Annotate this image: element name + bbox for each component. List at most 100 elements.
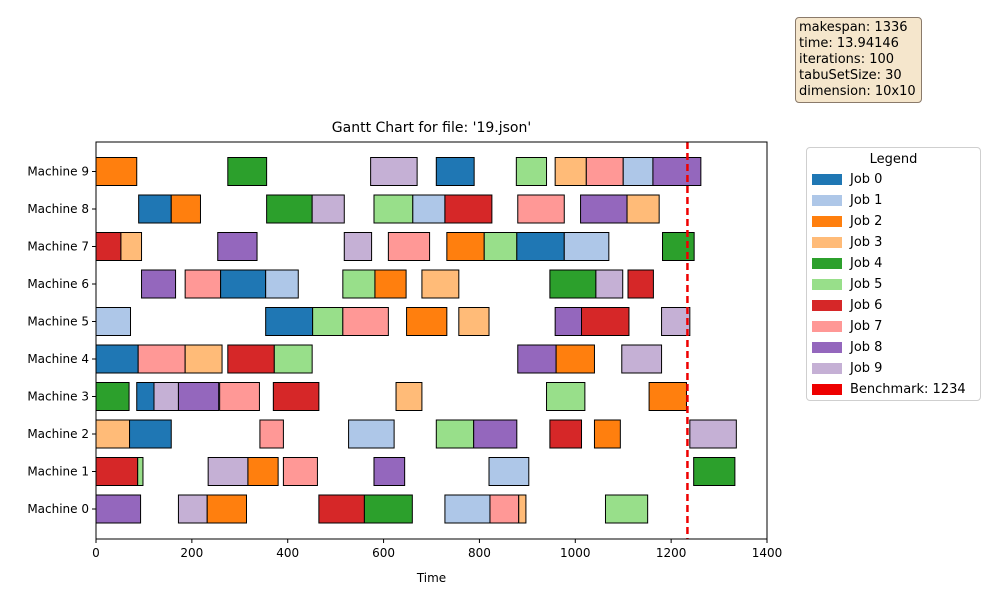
run-info-box: makespan: 1336 time: 13.94146 iterations…	[795, 17, 922, 103]
task-bar-machine-9-job-3	[554, 157, 587, 186]
task-bar-machine-3-job-8	[177, 382, 220, 411]
task-bar-machine-2-job-8	[473, 419, 518, 449]
task-bar-machine-3-job-9	[153, 382, 179, 411]
task-bar-machine-2-job-6	[549, 419, 583, 449]
task-bar-machine-8-job-5	[373, 194, 414, 224]
x-axis: 0 200 400 600 800 1000 1200 1400	[92, 539, 782, 560]
task-bar-machine-5-job-1	[95, 307, 132, 336]
legend-label-10: Benchmark: 1234	[850, 382, 966, 397]
legend-label-9: Job 9	[850, 361, 883, 376]
legend-item-2: Job 2	[807, 211, 980, 232]
legend-label-8: Job 8	[850, 340, 883, 355]
task-bar-machine-3-job-0	[136, 382, 155, 411]
task-bar-machine-6-job-6	[627, 269, 654, 299]
task-bar-machine-0-job-2	[206, 494, 247, 524]
task-bar-machine-7-job-4	[662, 232, 695, 261]
x-tick-label-200: 200	[180, 546, 203, 560]
y-tick-label-6: Machine 6	[27, 277, 89, 291]
task-bar-machine-6-job-2	[374, 269, 407, 299]
task-bar-machine-3-job-4	[95, 382, 130, 411]
task-bar-machine-9-job-1	[622, 157, 654, 186]
task-bar-machine-3-job-2	[648, 382, 687, 411]
iterations-text: iterations: 100	[799, 52, 895, 67]
task-bar-machine-0-job-5	[604, 494, 649, 524]
task-bar-machine-7-job-0	[516, 232, 565, 261]
task-bar-machine-4-job-5	[273, 344, 313, 374]
task-bar-machine-5-job-5	[312, 307, 344, 336]
legend-item-8: Job 8	[807, 337, 980, 358]
task-bar-machine-8-job-9	[311, 194, 345, 224]
x-tick-label-400: 400	[276, 546, 299, 560]
task-bar-machine-5-job-0	[265, 307, 314, 336]
task-bar-machine-7-job-8	[217, 232, 258, 261]
task-bar-machine-6-job-8	[141, 269, 177, 299]
task-bar-machine-5-job-9	[661, 307, 691, 336]
task-bar-machine-3-job-5	[546, 382, 586, 411]
task-bar-machine-5-job-3	[458, 307, 490, 336]
task-bar-machine-6-job-7	[184, 269, 222, 299]
task-bar-machine-8-job-3	[626, 194, 660, 224]
task-bar-machine-4-job-3	[184, 344, 223, 374]
task-bar-machine-1-job-6	[95, 457, 139, 486]
task-bar-machine-5-job-8	[554, 307, 583, 336]
task-bar-machine-9-job-8	[652, 157, 702, 186]
legend-label-6: Job 6	[850, 298, 883, 313]
legend-swatch-4	[812, 258, 842, 269]
x-axis-label: Time	[416, 571, 446, 585]
task-bar-machine-2-job-3	[95, 419, 131, 449]
legend-item-4: Job 4	[807, 253, 980, 274]
task-bar-machine-6-job-9	[595, 269, 624, 299]
legend-item-1: Job 1	[807, 190, 980, 211]
legend-item-0: Job 0	[807, 169, 980, 190]
task-bar-machine-1-job-5	[137, 457, 144, 486]
legend-item-7: Job 7	[807, 316, 980, 337]
legend-item-9: Job 9	[807, 358, 980, 379]
legend-swatch-3	[812, 237, 842, 248]
task-bar-machine-0-job-8	[95, 494, 142, 524]
legend-swatch-9	[812, 363, 842, 374]
legend-swatch-10	[812, 384, 842, 395]
legend-swatch-2	[812, 216, 842, 227]
task-bar-machine-1-job-7	[282, 457, 318, 486]
task-bar-machine-8-job-1	[412, 194, 446, 224]
legend-swatch-7	[812, 321, 842, 332]
legend-label-1: Job 1	[850, 193, 883, 208]
legend-label-0: Job 0	[850, 172, 883, 187]
task-bar-machine-7-job-5	[483, 232, 518, 261]
task-bar-machine-0-job-6	[318, 494, 365, 524]
task-bar-machine-7-job-2	[446, 232, 485, 261]
legend-swatch-1	[812, 195, 842, 206]
task-bar-machine-7-job-9	[343, 232, 373, 261]
y-axis: Machine 0 Machine 1 Machine 2 Machine 3 Mach…	[27, 165, 96, 516]
legend: Legend Job 0 Job 1 Job 2 Job 3 Job 4 Job 5 Job…	[806, 147, 981, 401]
task-bar-machine-0-job-3	[518, 494, 527, 524]
plot-frame	[95, 141, 768, 540]
task-bar-machine-7-job-6	[95, 232, 122, 261]
task-bar-machine-3-job-7	[219, 382, 260, 411]
time-text: time: 13.94146	[799, 36, 899, 51]
task-bar-machine-2-job-1	[348, 419, 395, 449]
legend-label-4: Job 4	[850, 256, 883, 271]
legend-swatch-6	[812, 300, 842, 311]
legend-label-5: Job 5	[850, 277, 883, 292]
task-bar-machine-2-job-0	[129, 419, 172, 449]
legend-item-10: Benchmark: 1234	[807, 379, 980, 400]
task-bar-machine-2-job-7	[259, 419, 284, 449]
x-tick-label-800: 800	[468, 546, 491, 560]
makespan-text: makespan: 1336	[799, 20, 908, 35]
task-bar-machine-1-job-9	[207, 457, 249, 486]
task-bar-machine-1-job-2	[247, 457, 279, 486]
task-bar-machine-6-job-3	[421, 269, 460, 299]
y-tick-label-4: Machine 4	[27, 352, 89, 366]
task-bar-machine-4-job-0	[95, 344, 139, 374]
task-bar-machine-2-job-2	[593, 419, 621, 449]
task-bar-machine-8-job-0	[138, 194, 172, 224]
task-bar-machine-4-job-8	[517, 344, 557, 374]
task-bar-machine-5-job-6	[581, 307, 630, 336]
legend-items: Job 0 Job 1 Job 2 Job 3 Job 4 Job 5 Job 6 Job 7…	[807, 169, 980, 400]
y-tick-label-5: Machine 5	[27, 315, 89, 329]
task-bar-machine-0-job-1	[444, 494, 491, 524]
task-bar-machine-4-job-6	[227, 344, 275, 374]
legend-swatch-8	[812, 342, 842, 353]
